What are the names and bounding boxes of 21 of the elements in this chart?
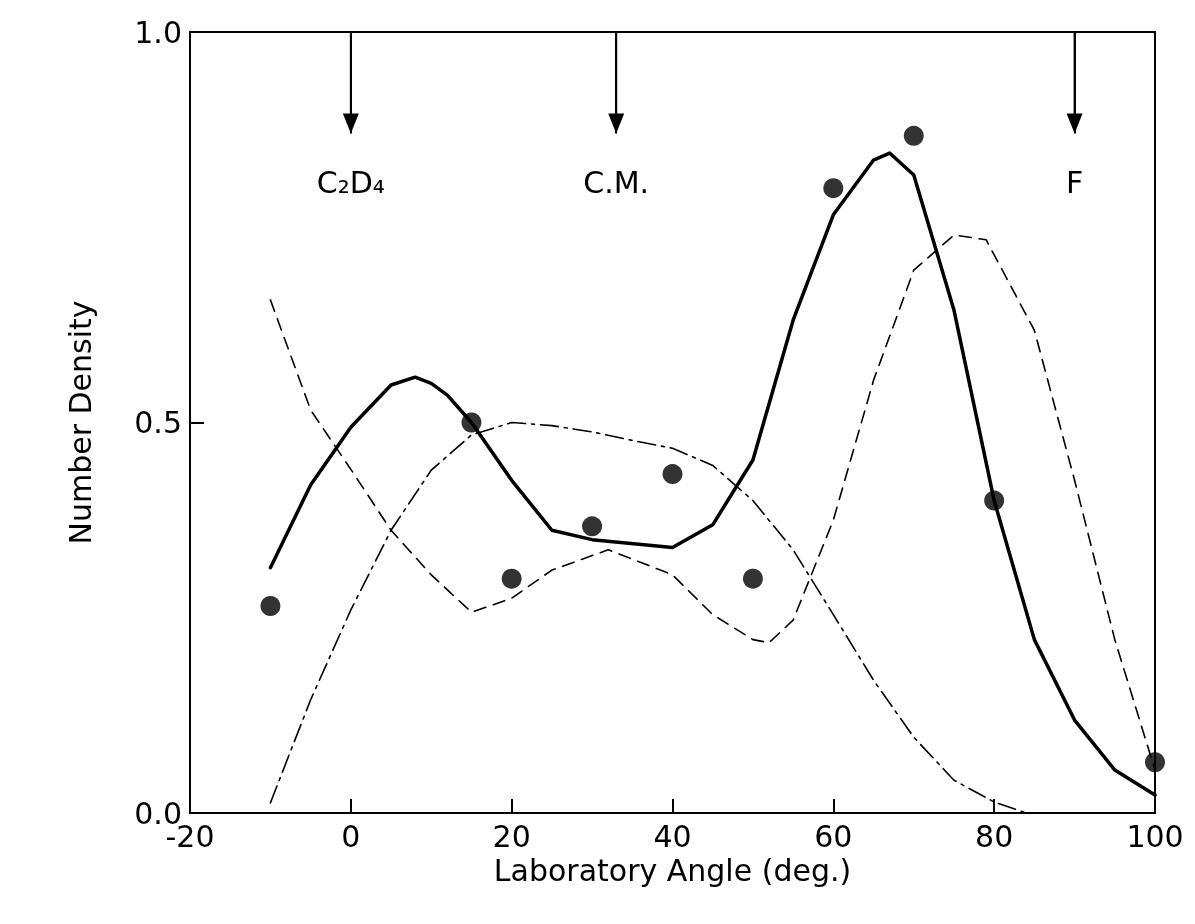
x-tick-label: 100 bbox=[1126, 818, 1184, 854]
y-tick-label: 0.5 bbox=[134, 405, 182, 440]
x-tick-label: 40 bbox=[653, 818, 692, 854]
ref-line-label: C.M. bbox=[583, 165, 650, 201]
x-tick-label: 20 bbox=[492, 818, 531, 854]
point bbox=[1145, 752, 1165, 773]
point bbox=[742, 568, 763, 589]
point bbox=[662, 464, 683, 485]
ref-line-label: C₂D₄ bbox=[316, 165, 385, 201]
x-tick-label: 80 bbox=[975, 818, 1014, 854]
ref-line-label: F bbox=[1065, 165, 1084, 201]
x-axis-title: Laboratory Angle (deg.) bbox=[493, 853, 852, 889]
point bbox=[582, 516, 603, 537]
point bbox=[903, 125, 924, 146]
x-tick-label: 0 bbox=[341, 818, 361, 854]
point bbox=[823, 178, 844, 199]
point bbox=[260, 596, 281, 617]
y-tick-label: 1.0 bbox=[134, 14, 182, 50]
y-axis-title: Number Density bbox=[62, 300, 98, 545]
x-tick-label: 60 bbox=[814, 818, 853, 854]
point bbox=[501, 568, 522, 589]
